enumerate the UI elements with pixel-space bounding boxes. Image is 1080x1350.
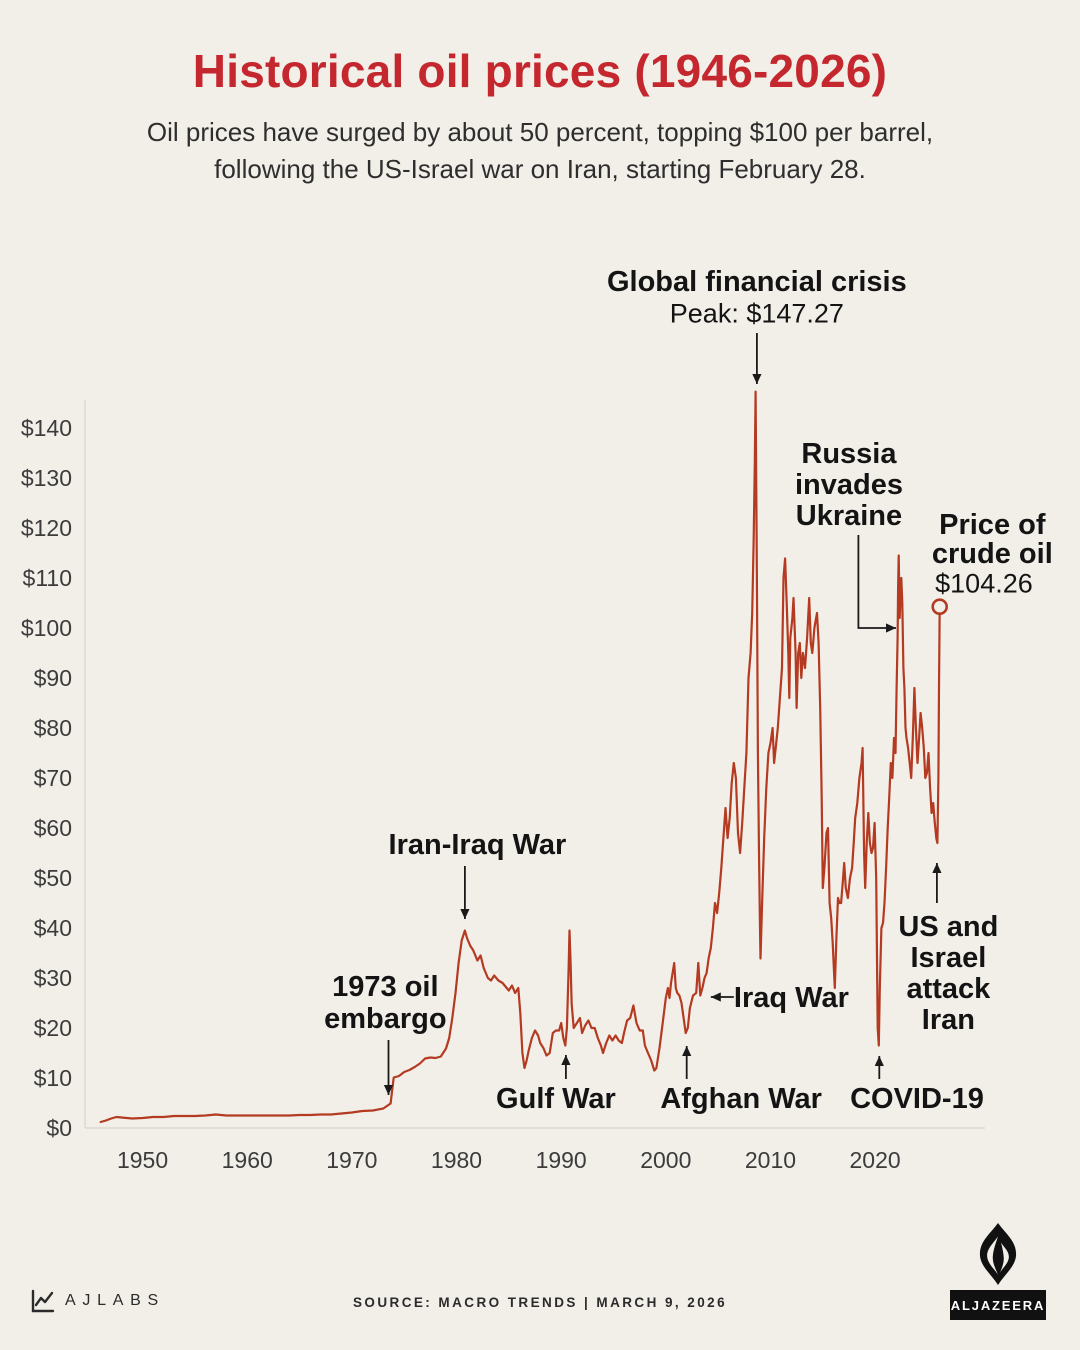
annotation-label-oil-embargo-1973: 1973 oil	[332, 971, 438, 1003]
annotation-arrowhead-oil-embargo-1973	[383, 1085, 394, 1095]
annotation-arrowhead-iran-iraq-war	[460, 909, 470, 919]
subtitle-line-2: following the US-Israel war on Iran, sta…	[214, 154, 866, 184]
y-axis-label: $90	[34, 665, 72, 691]
aljazeera-calligraphy-icon	[979, 1223, 1017, 1285]
price-line	[99, 390, 941, 1124]
annotation-arrow-russia-ukraine	[857, 535, 896, 629]
annotation-label-russia-ukraine: invades	[795, 469, 903, 501]
annotation-label-iraq-war: Iraq War	[734, 982, 849, 1014]
x-axis-label: 1950	[117, 1147, 168, 1173]
y-axis-label: $10	[34, 1065, 72, 1091]
annotation-arrowhead-iraq-war	[710, 992, 721, 1002]
annotation-arrowhead-afghan-war	[682, 1046, 692, 1056]
annotation-label-us-israel-attack-iran: attack	[906, 973, 991, 1005]
x-axis-label: 2000	[640, 1147, 691, 1173]
y-axis-label: $140	[21, 415, 72, 441]
y-axis-label: $70	[34, 765, 72, 791]
page-title: Historical oil prices (1946-2026)	[192, 45, 888, 97]
y-axis-label: $50	[34, 865, 72, 891]
annotation-label-iran-iraq-war: Iran-Iraq War	[389, 829, 567, 861]
y-axis-label: $30	[34, 965, 72, 991]
chart-subtitle: Oil prices have surged by about 50 perce…	[0, 114, 1080, 188]
chart-footer: AJLABS SOURCE: MACRO TRENDS | MARCH 9, 2…	[0, 1220, 1080, 1350]
y-axis-label: $130	[21, 465, 72, 491]
annotation-label-price-of-crude-oil: $104.26	[935, 568, 1033, 598]
source-credit: SOURCE: MACRO TRENDS | MARCH 9, 2026	[352, 1295, 728, 1310]
y-axis-label: $20	[34, 1015, 72, 1041]
y-axis-label: $80	[34, 715, 72, 741]
ajlabs-logo-icon	[31, 1289, 55, 1313]
chart-header: Historical oil prices (1946-2026) Oil pr…	[0, 44, 1080, 188]
y-axis-label: $110	[23, 565, 72, 591]
annotation-label-russia-ukraine: Russia	[801, 438, 897, 470]
annotation-arrowhead-us-israel-attack-iran	[932, 863, 942, 873]
annotation-label-gulf-war: Gulf War	[496, 1083, 616, 1115]
annotation-label-price-of-crude-oil: Price of	[939, 509, 1046, 541]
current-price-marker	[931, 598, 949, 616]
annotation-label-us-israel-attack-iran: Iran	[922, 1004, 975, 1036]
y-axis-label: $120	[21, 515, 72, 541]
y-axis-label: $40	[34, 915, 72, 941]
x-axis-label: 2010	[745, 1147, 796, 1173]
ajlabs-brand: AJLABS	[30, 1288, 165, 1314]
subtitle-line-1: Oil prices have surged by about 50 perce…	[146, 117, 934, 147]
annotation-arrowhead-covid-19	[874, 1056, 884, 1066]
annotation-label-financial-crisis: Peak: $147.27	[670, 298, 844, 328]
ajlabs-brand-label: AJLABS	[65, 1292, 165, 1309]
annotation-arrowhead-gulf-war	[561, 1055, 571, 1065]
x-axis-label: 1970	[326, 1147, 377, 1173]
y-axis-label: $60	[34, 815, 72, 841]
x-axis-label: 1980	[431, 1147, 482, 1173]
x-axis-label: 2020	[850, 1147, 901, 1173]
annotation-label-price-of-crude-oil: crude oil	[932, 538, 1053, 570]
annotation-label-us-israel-attack-iran: Israel	[910, 942, 986, 974]
annotation-label-afghan-war: Afghan War	[660, 1083, 822, 1115]
x-axis-label: 1990	[536, 1147, 587, 1173]
y-axis-label: $100	[21, 615, 72, 641]
annotation-label-us-israel-attack-iran: US and	[898, 911, 998, 943]
annotation-label-financial-crisis: Global financial crisis	[607, 266, 907, 298]
y-axis-label: $0	[46, 1115, 72, 1141]
aljazeera-wordmark: ALJAZEERA	[950, 1290, 1046, 1320]
annotation-arrowhead-financial-crisis	[752, 374, 762, 384]
annotation-arrowhead-russia-ukraine	[886, 623, 896, 633]
x-axis-label: 1960	[222, 1147, 273, 1173]
aljazeera-logo: ALJAZEERA	[950, 1222, 1046, 1320]
annotation-label-oil-embargo-1973: embargo	[324, 1003, 446, 1035]
annotation-label-covid-19: COVID-19	[850, 1083, 984, 1115]
annotation-label-russia-ukraine: Ukraine	[796, 500, 902, 532]
